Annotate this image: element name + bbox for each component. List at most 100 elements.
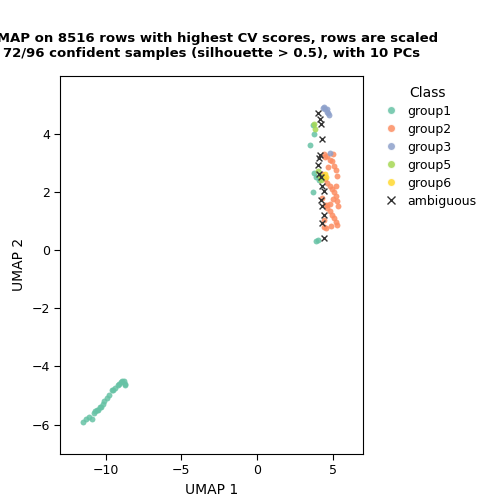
Point [317,196,325,204]
Point [327,222,335,230]
Point [323,201,331,209]
Point [321,201,329,209]
Y-axis label: UMAP 2: UMAP 2 [12,238,26,291]
Point [318,176,326,184]
Point [313,161,322,169]
Point [105,392,113,400]
Point [314,109,323,117]
Point [314,167,323,175]
Point [326,149,334,157]
Point [93,406,101,414]
Point [324,109,332,117]
Point [97,403,105,411]
Point [328,185,336,193]
Point [100,397,108,405]
Point [320,234,328,242]
Point [115,380,123,388]
Point [312,173,320,181]
Point [322,173,330,181]
Point [319,103,327,111]
Point [318,135,326,143]
Point [91,407,99,415]
Point [330,188,338,196]
Point [121,381,130,389]
Point [319,219,327,227]
Point [312,237,320,245]
Point [118,377,127,385]
Point [318,194,326,202]
Point [85,413,93,421]
Point [314,154,323,162]
X-axis label: UMAP 1: UMAP 1 [185,482,238,496]
Point [309,121,317,129]
Point [117,379,125,387]
Point [306,141,314,149]
Point [111,384,119,392]
Point [82,415,90,423]
Point [332,218,340,226]
Point [324,179,332,187]
Point [79,418,87,426]
Point [333,182,341,190]
Point [310,119,319,128]
Point [332,166,340,174]
Point [321,103,329,111]
Point [334,203,342,211]
Point [320,211,328,219]
Point [330,162,338,170]
Point [88,415,96,423]
Point [313,236,322,244]
Point [326,156,334,164]
Point [320,187,328,196]
Point [319,202,327,210]
Point [333,221,341,229]
Point [322,224,330,232]
Point [103,394,111,402]
Point [321,153,329,161]
Point [319,181,327,190]
Point [318,170,326,178]
Point [333,172,341,180]
Point [108,386,116,394]
Point [121,380,129,388]
Point [324,204,332,212]
Point [318,119,326,128]
Point [94,406,102,414]
Point [333,197,341,205]
Point [99,400,107,408]
Point [324,163,332,171]
Point [317,173,325,181]
Point [321,170,329,178]
Point [316,151,324,159]
Legend: group1, group2, group3, group5, group6, ambiguous: group1, group2, group3, group5, group6, … [375,82,480,211]
Point [316,172,324,180]
Point [96,403,104,411]
Point [326,207,334,215]
Point [323,105,331,113]
Point [329,195,337,203]
Point [309,188,317,196]
Point [109,386,117,394]
Point [325,111,333,119]
Point [321,105,329,113]
Point [310,169,319,177]
Point [316,170,324,178]
Point [315,176,323,184]
Point [320,216,328,224]
Point [327,200,335,208]
Point [316,115,324,123]
Point [114,381,122,389]
Point [319,173,327,181]
Point [324,152,332,160]
Point [330,150,338,158]
Point [90,409,98,417]
Point [320,223,328,231]
Point [326,182,334,190]
Point [310,130,319,138]
Point [311,125,320,134]
Text: UMAP on 8516 rows with highest CV scores, rows are scaled
72/96 confident sample: UMAP on 8516 rows with highest CV scores… [0,32,438,60]
Point [330,214,338,222]
Point [328,211,336,219]
Point [332,192,340,200]
Point [328,157,336,165]
